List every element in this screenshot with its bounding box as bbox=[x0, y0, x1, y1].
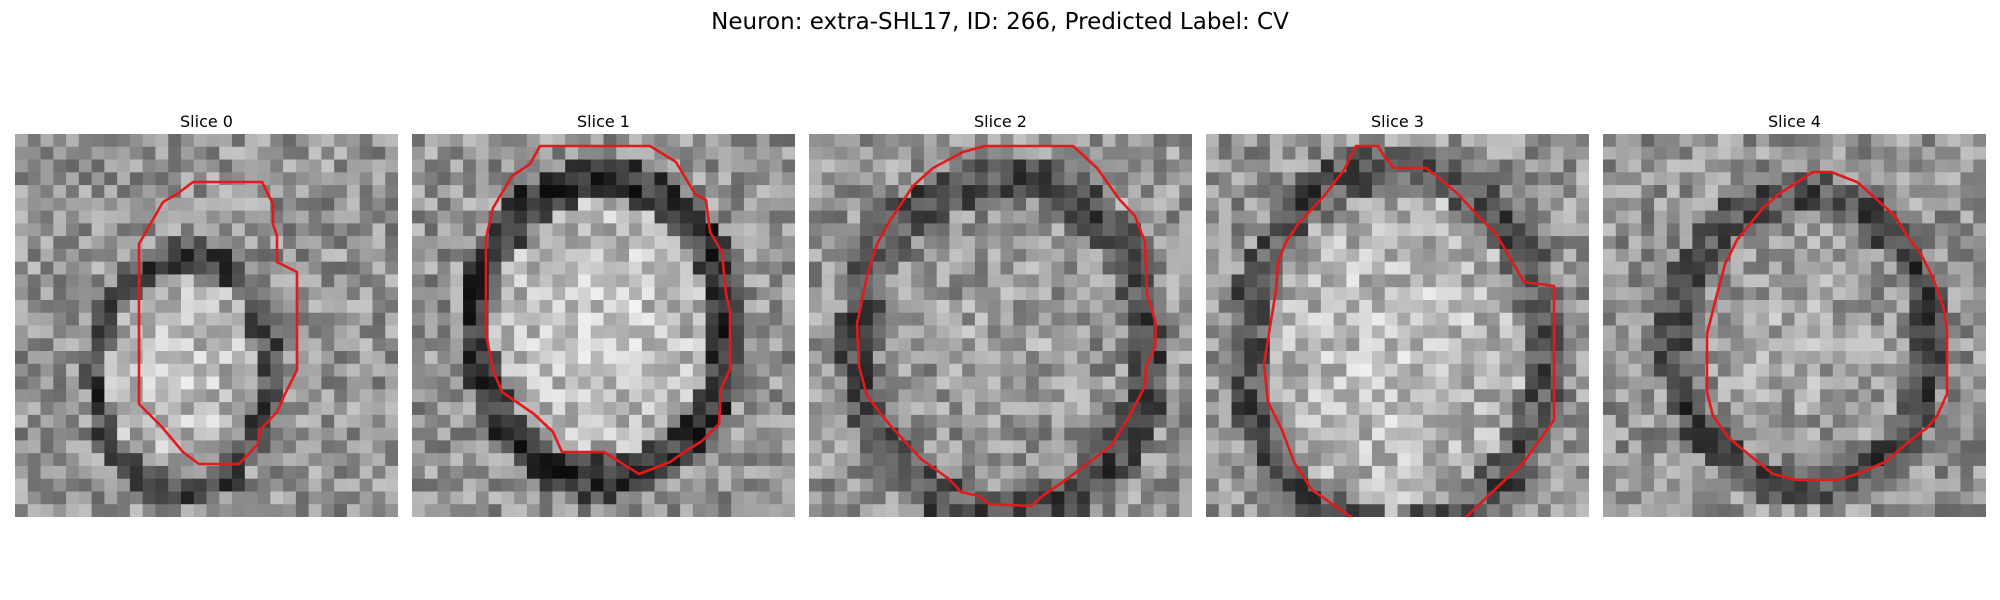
figure-title: Neuron: extra-SHL17, ID: 266, Predicted … bbox=[711, 9, 1289, 35]
slice-3-title: Slice 3 bbox=[1371, 112, 1424, 131]
slice-0-title: Slice 0 bbox=[180, 112, 233, 131]
slice-4-pixels bbox=[1603, 134, 1986, 517]
slice-2-image bbox=[809, 134, 1192, 517]
slice-4-title: Slice 4 bbox=[1768, 112, 1821, 131]
slice-2-contour bbox=[855, 144, 1158, 508]
slice-1-contour bbox=[484, 144, 732, 476]
slice-0-contour bbox=[137, 180, 299, 466]
slice-4-image bbox=[1603, 134, 1986, 517]
slice-4-contour bbox=[1705, 170, 1949, 482]
slice-0-pixels bbox=[15, 134, 398, 517]
slice-1-pixels bbox=[412, 134, 795, 517]
slice-panel-2: Slice 2 bbox=[809, 110, 1192, 517]
slice-panel-3: Slice 3 bbox=[1206, 110, 1589, 517]
slice-panel-0: Slice 0 bbox=[15, 110, 398, 517]
slice-panel-1: Slice 1 bbox=[412, 110, 795, 517]
slice-3-contour bbox=[1262, 144, 1556, 517]
slice-1-image bbox=[412, 134, 795, 517]
slice-panel-4: Slice 4 bbox=[1603, 110, 1986, 517]
slice-1-title: Slice 1 bbox=[577, 112, 630, 131]
slice-0-image bbox=[15, 134, 398, 517]
slice-3-pixels bbox=[1206, 134, 1589, 517]
slice-3-image bbox=[1206, 134, 1589, 517]
slice-2-title: Slice 2 bbox=[974, 112, 1027, 131]
slice-2-pixels bbox=[809, 134, 1192, 517]
